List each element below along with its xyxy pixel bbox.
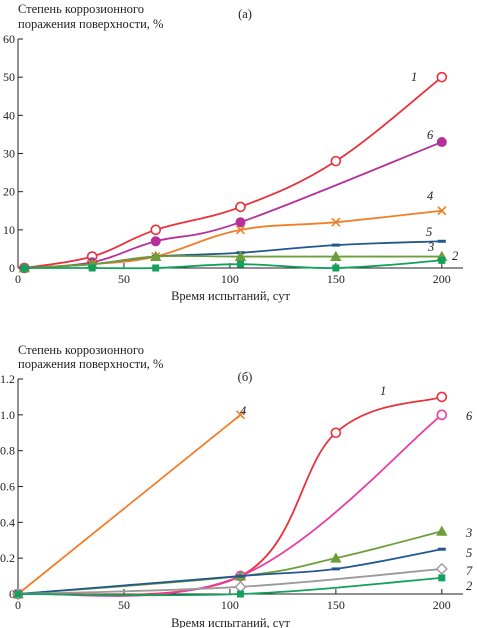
square-marker (14, 590, 22, 598)
y-tick-label: 0.8 (0, 444, 15, 458)
series-6: 6 (12, 409, 473, 600)
square-marker (237, 590, 244, 598)
y-tick-label: 20 (3, 185, 15, 199)
y-tick-label: 30 (3, 147, 15, 161)
series-label: 2 (466, 579, 472, 593)
y-tick-label: 10 (3, 223, 15, 237)
circle-marker (235, 217, 246, 228)
circle-marker (235, 201, 246, 213)
y-tick-label: 40 (3, 108, 15, 122)
y-tick-label: 1.0 (0, 408, 15, 422)
circle-marker (330, 155, 342, 167)
square-marker (332, 264, 340, 272)
series-label: 1 (380, 384, 386, 398)
y-axis-title: Степень коррозионного (18, 2, 144, 16)
series-line (17, 548, 442, 595)
x-axis-title: Время испытаний, сут (171, 616, 290, 628)
y-axis-title: Степень коррозионного (18, 343, 144, 357)
series-line (17, 396, 443, 596)
series-1: 1 (19, 70, 448, 274)
diamond-marker (234, 580, 247, 593)
series-line (24, 141, 443, 269)
series-label: 6 (466, 409, 473, 423)
triangle-marker (150, 250, 162, 261)
triangle-marker (436, 525, 448, 536)
series-1: 1 (12, 384, 448, 600)
x-tick-label: 150 (327, 598, 345, 612)
series-label: 3 (427, 240, 434, 254)
series-2: 2 (14, 574, 472, 598)
cross-marker (235, 410, 246, 420)
square-marker (88, 264, 96, 272)
series-line (24, 209, 442, 269)
series-label: 2 (452, 249, 458, 263)
circle-marker (150, 224, 162, 236)
triangle-marker (330, 552, 342, 563)
y-axis-title: поражения поверхности, % (18, 357, 163, 371)
series-4: 4 (13, 404, 246, 599)
x-tick-label: 50 (118, 272, 130, 286)
x-tick-label: 100 (221, 598, 239, 612)
series-label: 6 (427, 128, 434, 142)
square-marker (237, 260, 244, 268)
circle-marker (436, 409, 448, 421)
y-tick-label: 0 (9, 587, 15, 601)
circle-marker (150, 236, 161, 247)
y-tick-label: 0.4 (0, 515, 15, 529)
series-line (17, 414, 242, 595)
x-tick-label: 200 (433, 598, 451, 612)
circle-marker (436, 391, 448, 403)
x-axis-title: Время испытаний, сут (171, 289, 290, 303)
triangle-marker (330, 250, 342, 261)
x-tick-label: 50 (118, 598, 130, 612)
series-label: 7 (466, 564, 473, 578)
square-marker (152, 264, 160, 272)
square-marker (438, 574, 446, 582)
cross-marker (437, 206, 447, 216)
series-line (17, 414, 443, 597)
series-label: 4 (240, 404, 246, 418)
circle-marker (330, 427, 342, 439)
square-marker (438, 256, 446, 264)
series-label: 5 (466, 546, 472, 560)
y-tick-label: 0.6 (0, 480, 15, 494)
cross-marker (235, 225, 246, 235)
y-tick-label: 60 (3, 32, 15, 46)
x-tick-label: 100 (221, 272, 239, 286)
x-tick-label: 0 (15, 598, 21, 612)
y-axis-title: поражения поверхности, % (18, 17, 163, 31)
square-marker (20, 264, 28, 272)
series-4: 4 (19, 189, 447, 273)
y-tick-label: 0 (9, 261, 15, 275)
series-label: 4 (427, 189, 433, 203)
x-tick-label: 150 (327, 272, 345, 286)
y-tick-label: 50 (3, 70, 15, 84)
circle-marker (436, 137, 447, 148)
x-tick-label: 200 (433, 272, 451, 286)
series-line (24, 76, 443, 269)
panel-label: (a) (238, 7, 252, 21)
y-tick-label: 0.2 (0, 551, 15, 565)
y-tick-label: 1.2 (0, 372, 15, 386)
x-tick-label: 0 (15, 272, 21, 286)
series-label: 1 (411, 70, 417, 84)
series-label: 5 (426, 225, 432, 239)
cross-marker (331, 217, 341, 227)
series-2: 2 (20, 249, 458, 272)
series-label: 3 (465, 526, 472, 540)
panel-label: (б) (238, 370, 253, 384)
diamond-marker (435, 562, 448, 575)
circle-marker (436, 71, 448, 83)
triangle-marker (234, 250, 247, 261)
series-6: 6 (19, 128, 447, 273)
